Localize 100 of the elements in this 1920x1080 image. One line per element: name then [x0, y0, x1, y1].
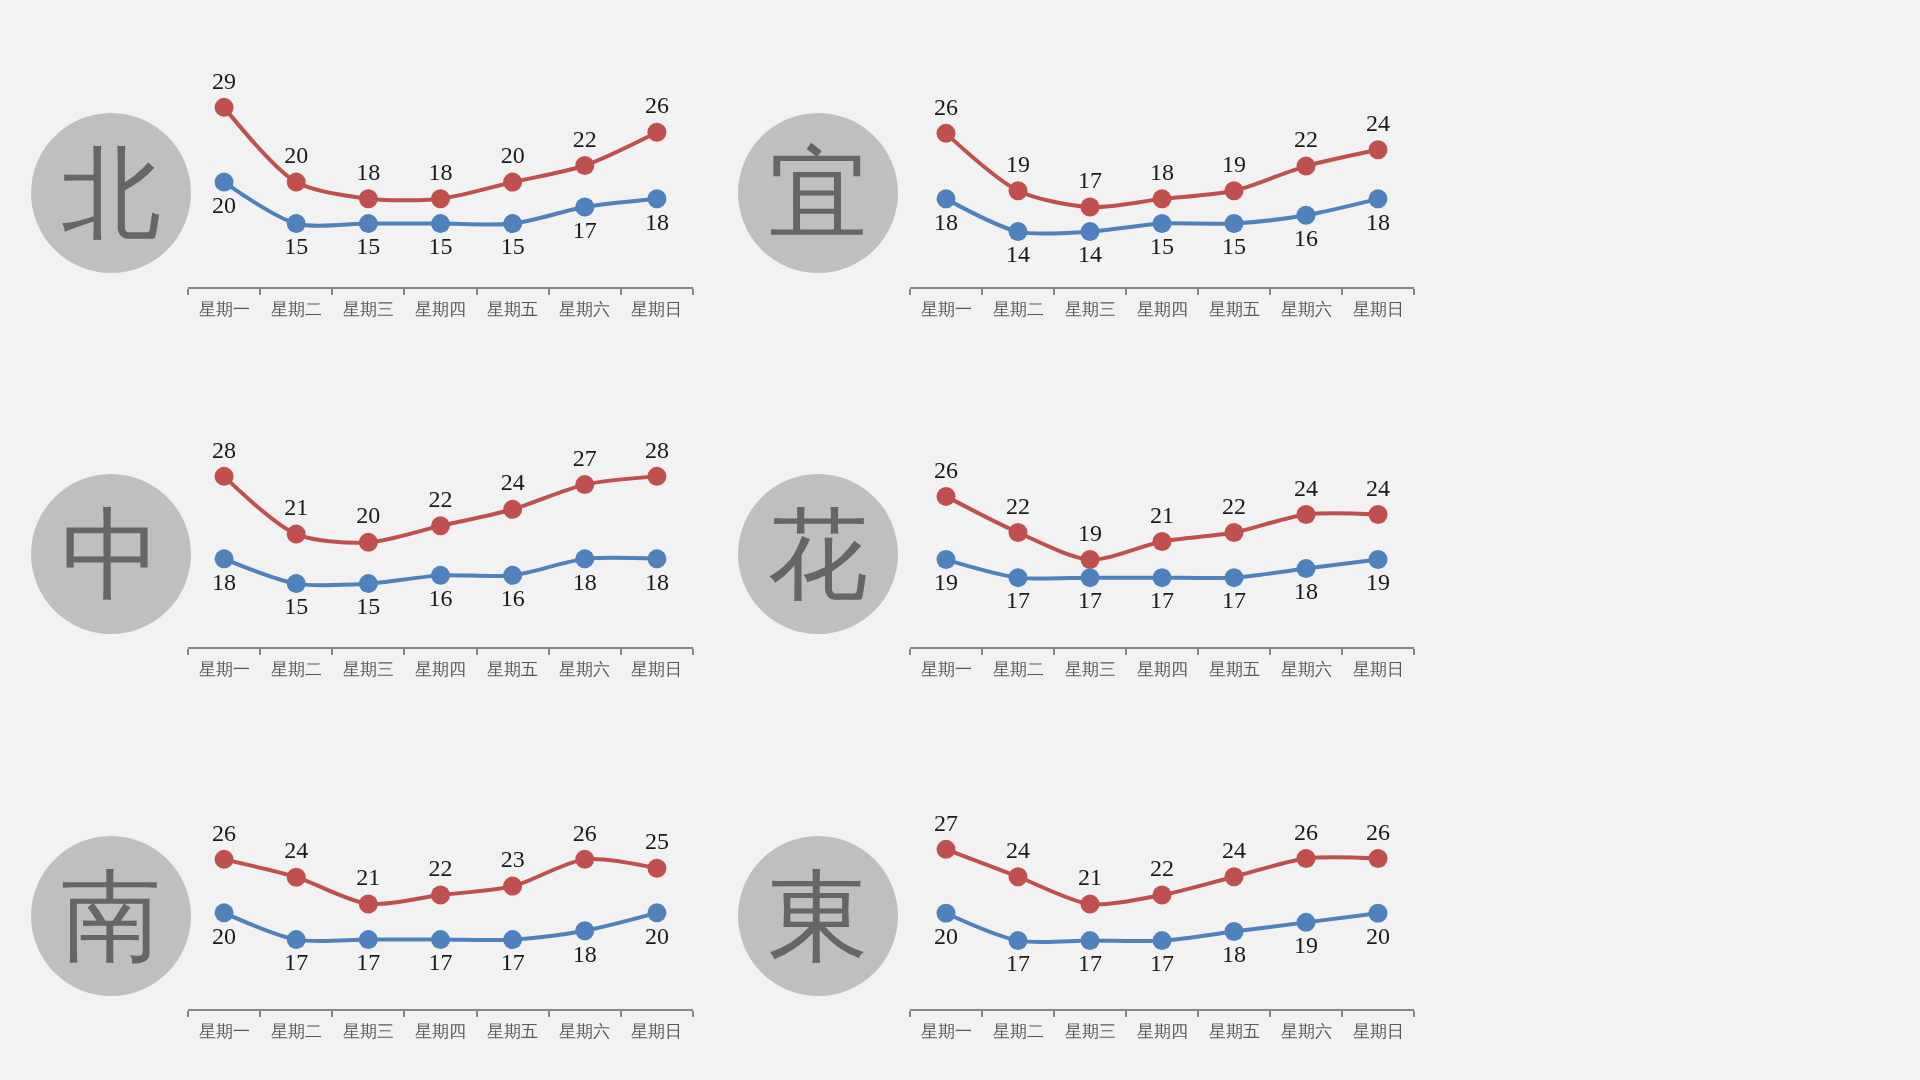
data-label: 24	[500, 469, 525, 496]
data-label: 24	[1294, 474, 1318, 501]
data-label: 16	[500, 585, 525, 612]
data-label: 15	[356, 593, 381, 620]
point	[214, 172, 234, 192]
data-label: 18	[1150, 159, 1174, 185]
data-label: 18	[356, 158, 381, 185]
x-tick-label: 星期三	[342, 300, 394, 320]
data-label: 24	[284, 837, 309, 864]
data-label: 22	[1222, 492, 1246, 519]
x-tick-label: 星期一	[198, 1022, 250, 1042]
data-label: 19	[1366, 569, 1390, 596]
data-label: 15	[284, 593, 309, 620]
data-label: 22	[1150, 855, 1174, 882]
x-tick-label: 星期二	[270, 660, 322, 680]
x-tick-label: 星期四	[415, 1022, 466, 1042]
x-tick-label: 星期日	[1352, 1022, 1404, 1042]
data-label: 21	[1078, 864, 1102, 891]
data-label: 26	[934, 93, 958, 120]
data-label: 22	[1294, 126, 1318, 153]
point	[1296, 559, 1316, 579]
point	[647, 189, 667, 209]
data-label: 18	[644, 568, 669, 595]
point	[1008, 568, 1028, 588]
chart-title: 中	[61, 496, 161, 613]
data-label: 16	[1294, 225, 1318, 252]
data-label: 24	[1006, 836, 1030, 863]
point	[286, 524, 306, 544]
point	[1152, 189, 1172, 209]
point	[936, 123, 956, 143]
data-label: 15	[1150, 233, 1174, 260]
data-label: 14	[1078, 241, 1102, 268]
x-tick-label: 星期一	[920, 300, 972, 320]
x-tick-label: 星期五	[1208, 660, 1260, 680]
x-tick-label: 星期一	[920, 1022, 972, 1042]
data-label: 18	[572, 568, 597, 595]
x-tick-label: 星期二	[992, 1022, 1044, 1042]
chart-title: 北	[61, 135, 161, 252]
data-label: 17	[284, 949, 309, 976]
x-tick-label: 星期五	[1208, 1022, 1260, 1042]
data-label: 19	[1078, 519, 1102, 546]
data-label: 27	[934, 809, 958, 836]
point	[214, 849, 234, 869]
data-label: 17	[1078, 167, 1102, 194]
point	[431, 516, 450, 536]
point	[575, 921, 595, 941]
x-tick-label: 星期日	[1352, 300, 1404, 320]
data-label: 24	[1366, 474, 1390, 501]
point	[214, 903, 234, 923]
data-label: 27	[572, 444, 597, 471]
data-label: 15	[500, 233, 525, 260]
data-label: 14	[1006, 241, 1030, 268]
data-label: 21	[284, 494, 309, 521]
point	[1008, 222, 1028, 242]
point	[1152, 568, 1172, 588]
data-label: 22	[1006, 492, 1030, 519]
data-label: 19	[1294, 932, 1318, 959]
point	[1224, 922, 1244, 941]
data-label: 17	[500, 949, 525, 976]
x-tick-label: 星期一	[920, 660, 972, 680]
x-tick-label: 星期三	[1064, 1022, 1116, 1042]
point	[286, 214, 306, 234]
point	[431, 565, 450, 585]
point	[1080, 550, 1100, 570]
x-tick-label: 星期日	[631, 1022, 683, 1042]
point	[214, 97, 234, 117]
x-tick-label: 星期六	[559, 1022, 611, 1042]
data-label: 19	[1006, 150, 1030, 177]
data-label: 25	[644, 828, 669, 855]
data-label: 26	[934, 456, 958, 483]
data-label: 26	[1366, 818, 1390, 845]
data-label: 18	[1222, 941, 1246, 968]
point	[431, 189, 450, 209]
point	[1224, 867, 1244, 887]
x-tick-label: 星期四	[415, 300, 466, 320]
data-label: 20	[934, 923, 958, 950]
data-label: 17	[428, 949, 453, 976]
data-label: 20	[212, 191, 237, 218]
point	[1296, 156, 1316, 176]
data-label: 17	[1150, 950, 1174, 977]
x-tick-label: 星期五	[487, 1022, 539, 1042]
x-tick-label: 星期五	[487, 660, 539, 680]
data-label: 15	[1222, 233, 1246, 260]
x-tick-label: 星期一	[198, 300, 250, 320]
point	[503, 172, 523, 192]
chart-title: 東	[768, 858, 868, 975]
x-tick-label: 星期六	[1280, 1022, 1332, 1042]
data-label: 20	[644, 922, 669, 949]
point	[1152, 931, 1172, 951]
data-label: 26	[212, 819, 237, 846]
point	[575, 549, 595, 569]
point	[936, 903, 956, 923]
data-label: 20	[356, 502, 381, 529]
data-label: 20	[1366, 923, 1390, 950]
point	[1296, 504, 1316, 524]
data-label: 18	[1294, 578, 1318, 605]
point	[575, 156, 595, 175]
x-tick-label: 星期日	[631, 300, 683, 320]
point	[1008, 522, 1028, 542]
point	[936, 550, 956, 570]
